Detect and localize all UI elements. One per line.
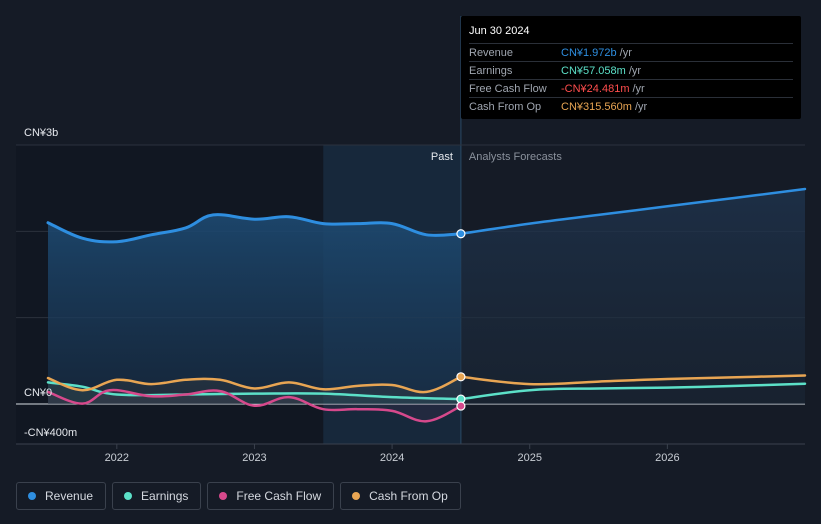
- legend-dot-icon: [352, 492, 361, 500]
- legend-item-free-cash-flow[interactable]: Free Cash Flow: [207, 482, 335, 510]
- tooltip-row-earnings: Earnings CN¥57.058m /yr: [469, 61, 793, 79]
- x-tick-label: 2024: [380, 452, 404, 464]
- legend-item-earnings[interactable]: Earnings: [112, 482, 202, 510]
- tooltip-row-cash-from-op: Cash From Op CN¥315.560m /yr: [469, 97, 793, 115]
- tooltip-value: CN¥315.560m: [561, 100, 632, 113]
- legend-dot-icon: [28, 492, 36, 500]
- legend-label: Cash From Op: [369, 489, 448, 503]
- tooltip: Jun 30 2024 Revenue CN¥1.972b /yr Earnin…: [461, 16, 801, 119]
- legend-item-cash-from-op[interactable]: Cash From Op: [340, 482, 461, 510]
- legend-dot-icon: [219, 492, 228, 500]
- legend-label: Free Cash Flow: [236, 489, 322, 503]
- tooltip-value: -CN¥24.481m: [561, 82, 630, 95]
- earnings-forecast-line: [459, 382, 807, 401]
- y-label-max: CN¥3b: [24, 127, 58, 139]
- x-tick-label: 2025: [517, 452, 541, 464]
- cash-from-op-marker: [456, 372, 466, 382]
- revenue-forecast-line: [459, 187, 807, 236]
- revenue-line: [46, 213, 463, 244]
- forecast-label: Analysts Forecasts: [469, 151, 562, 163]
- past-label: Past: [431, 151, 453, 163]
- x-tick-label: 2022: [105, 452, 129, 464]
- tooltip-row-free-cash-flow: Free Cash Flow -CN¥24.481m /yr: [469, 79, 793, 97]
- series-area: [48, 382, 461, 404]
- tooltip-label: Cash From Op: [469, 100, 542, 113]
- y-label-min: -CN¥400m: [24, 427, 77, 439]
- tooltip-value: CN¥57.058m: [561, 64, 626, 77]
- legend-dot-icon: [124, 492, 133, 500]
- legend-label: Earnings: [141, 489, 189, 503]
- free-cash-flow-marker: [456, 401, 466, 411]
- tooltip-date: Jun 30 2024: [469, 25, 530, 37]
- y-label-zero: CN¥0: [24, 387, 52, 399]
- tooltip-value: CN¥1.972b: [561, 46, 617, 59]
- legend-item-revenue[interactable]: Revenue: [16, 482, 107, 510]
- tooltip-unit: /yr: [632, 82, 645, 95]
- tooltip-row-revenue: Revenue CN¥1.972b /yr: [469, 43, 793, 61]
- legend-label: Revenue: [45, 489, 94, 503]
- free-cash-flow-line: [46, 388, 463, 423]
- cash-from-op-forecast-line: [459, 374, 807, 386]
- tooltip-unit: /yr: [628, 64, 642, 77]
- cash-from-op-line: [46, 375, 463, 394]
- revenue-marker: [456, 229, 466, 239]
- tooltip-unit: /yr: [619, 46, 632, 59]
- revenue-forecast-area: [460, 189, 805, 404]
- x-tick-label: 2026: [655, 452, 679, 464]
- revenue-area: [48, 214, 461, 404]
- tooltip-unit: /yr: [634, 100, 648, 113]
- tooltip-label: Free Cash Flow: [469, 82, 547, 95]
- legend: Revenue Earnings Free Cash Flow Cash Fro…: [16, 482, 461, 510]
- x-tick-label: 2023: [242, 452, 266, 464]
- tooltip-label: Revenue: [469, 46, 514, 59]
- tooltip-label: Earnings: [469, 64, 513, 77]
